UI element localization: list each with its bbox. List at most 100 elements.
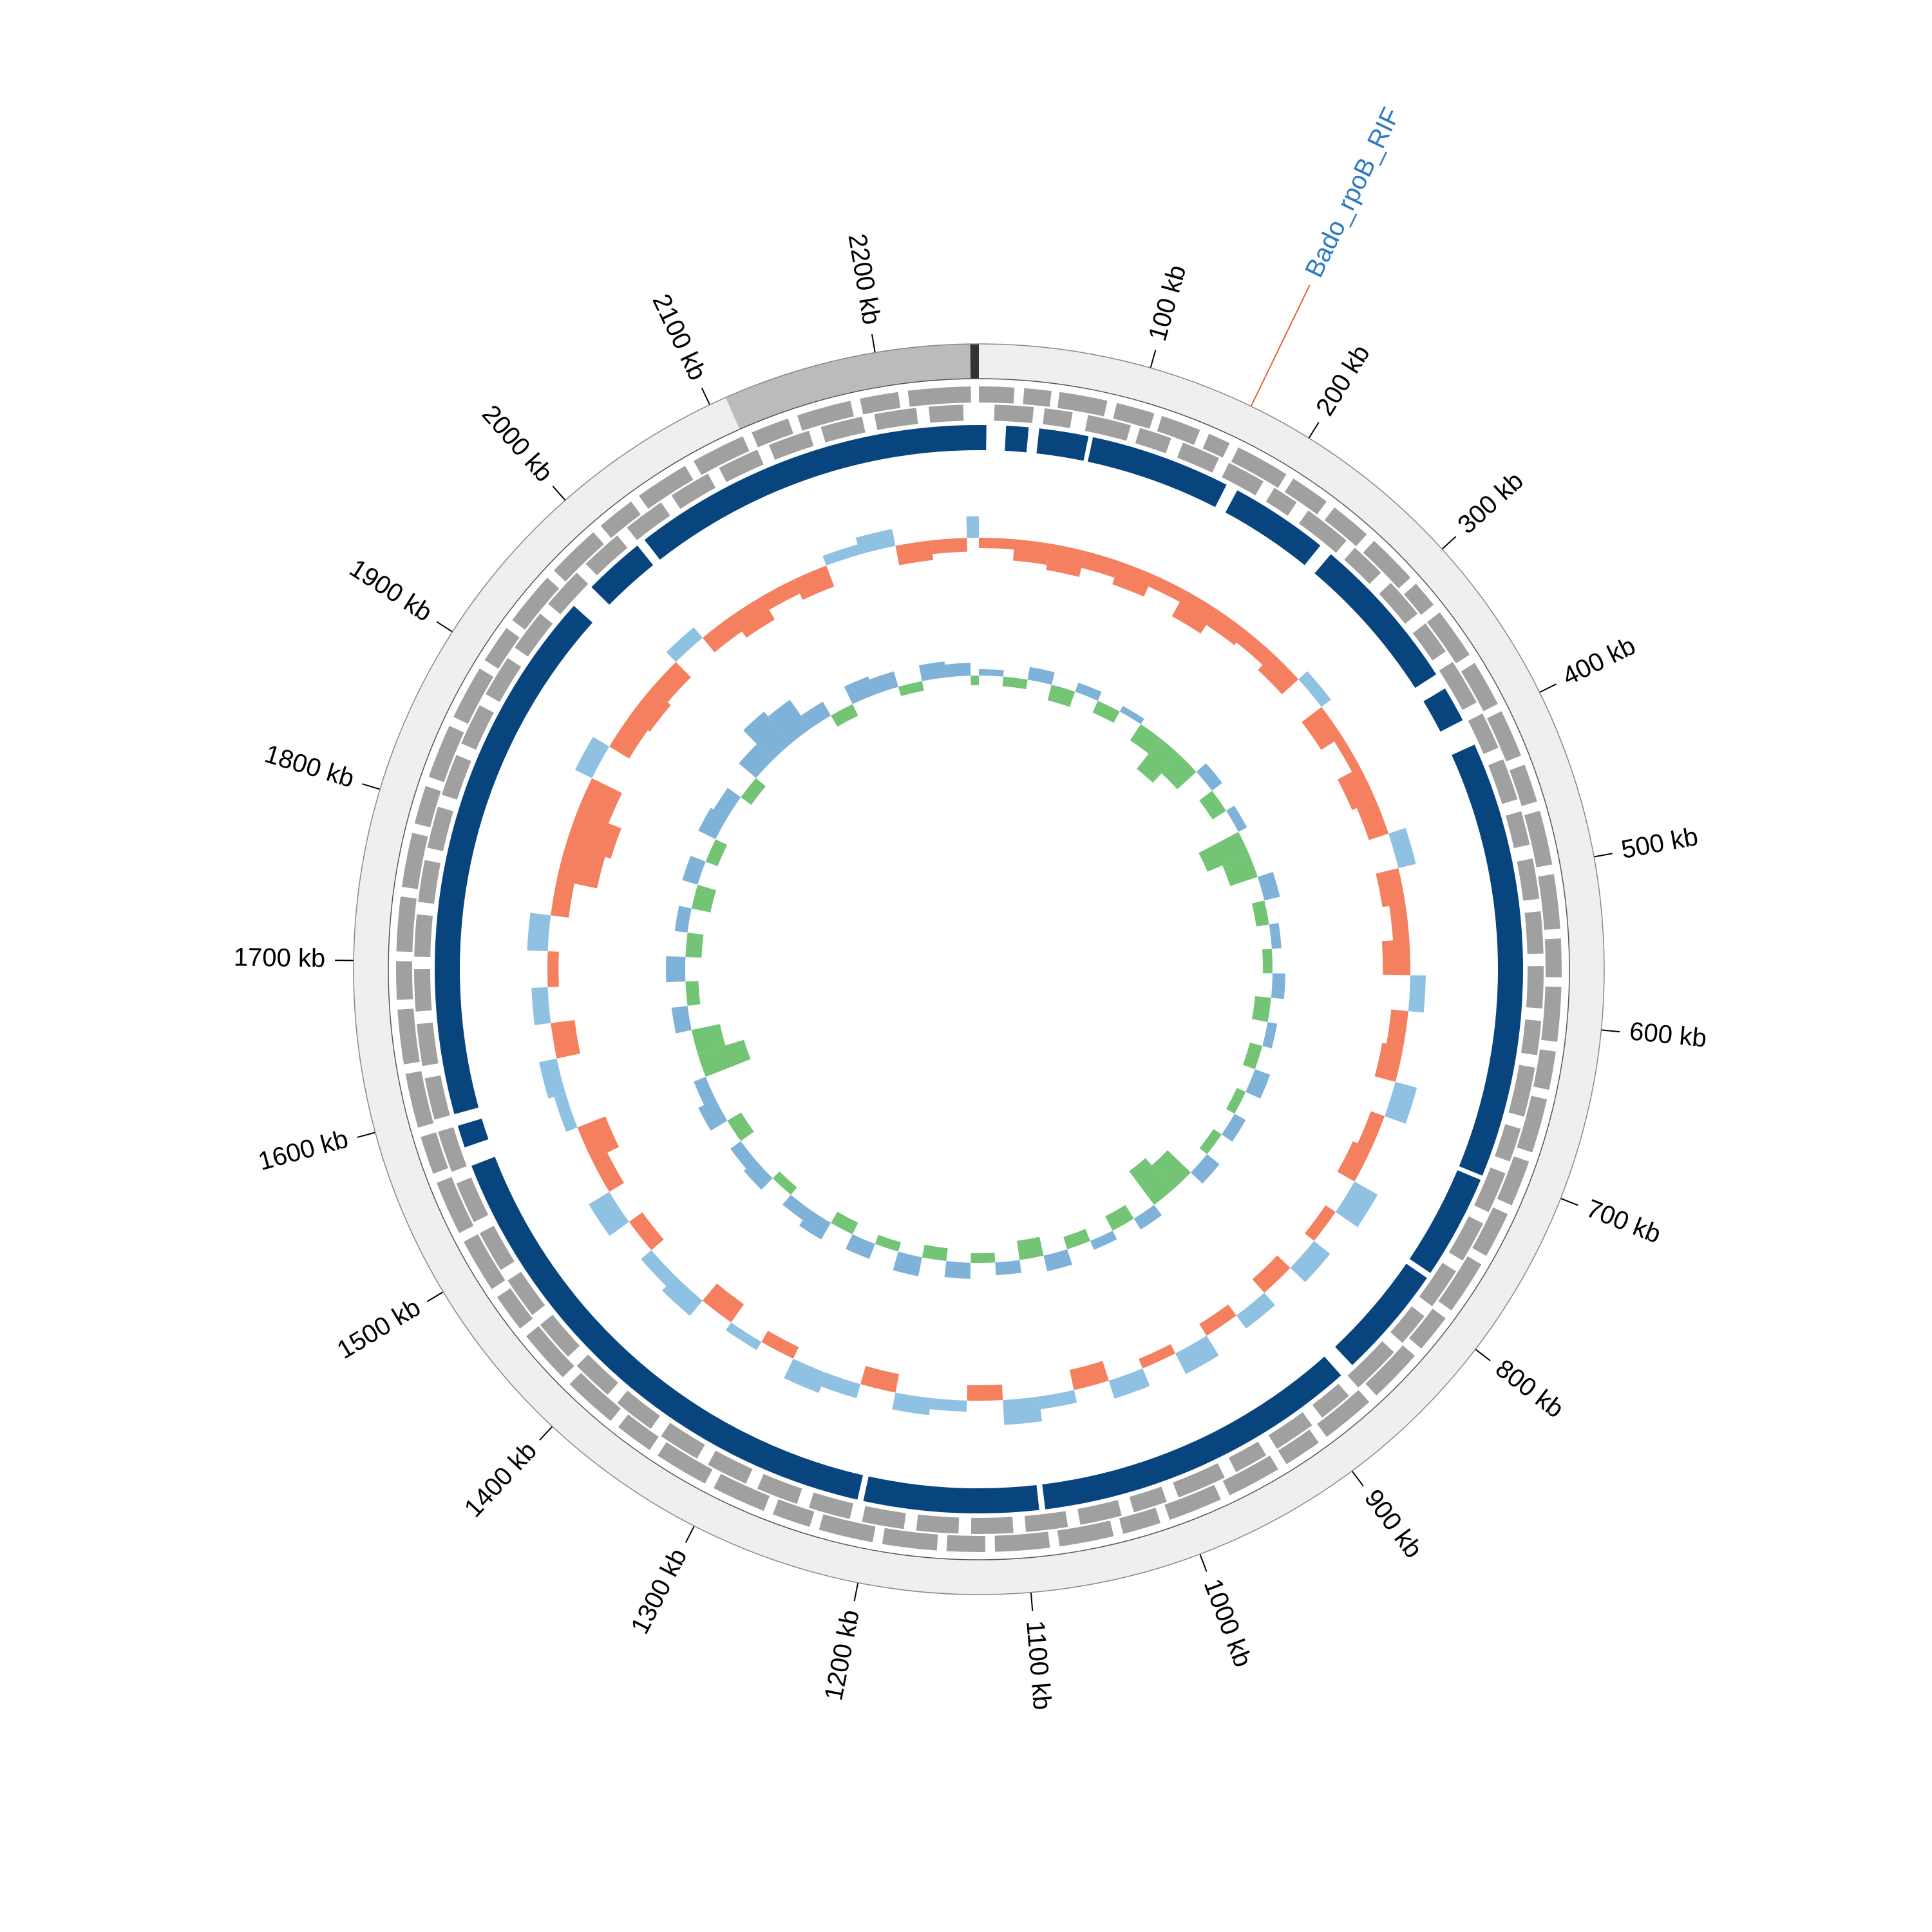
- gc-content-bar: [1081, 551, 1121, 578]
- gene: [1426, 612, 1470, 664]
- gc-skew-bar: [694, 1077, 716, 1105]
- tick-label: 2100 kb: [647, 290, 712, 384]
- gene: [658, 1442, 713, 1484]
- gc-content-bar: [761, 1331, 799, 1359]
- gc-skew-bar: [1027, 667, 1055, 685]
- gc-content-bar: [1290, 1240, 1331, 1282]
- gene: [1474, 1167, 1506, 1213]
- gc-content-bar: [539, 1058, 566, 1099]
- gc-content-bar: [641, 1250, 676, 1287]
- gc-content-bar: [1003, 1396, 1043, 1425]
- gc-content-bar: [1388, 828, 1416, 869]
- tick-mark: [1560, 1198, 1578, 1206]
- gene: [1419, 1262, 1456, 1307]
- gc-content-bar: [662, 1276, 703, 1316]
- gene: [421, 1132, 448, 1174]
- gc-skew-bar: [741, 778, 766, 805]
- gc-skew-bar: [1105, 1205, 1134, 1231]
- gene: [1541, 986, 1562, 1042]
- gc-content-bar: [931, 538, 967, 554]
- gc-content-bar: [1139, 1344, 1176, 1368]
- gc-skew-bar: [1269, 923, 1282, 949]
- gc-content-bar: [967, 1385, 1003, 1401]
- gc-skew-bar: [768, 699, 811, 744]
- gene: [1135, 428, 1171, 453]
- gene: [819, 1514, 876, 1542]
- tick-mark: [539, 1426, 553, 1441]
- gc-content-bar: [565, 811, 621, 859]
- gene: [428, 725, 464, 782]
- gene: [441, 755, 471, 800]
- gene: [708, 1450, 753, 1484]
- gc-skew-bar: [1133, 1204, 1162, 1230]
- blast-segment: [1005, 426, 1029, 453]
- gc-skew-bar: [831, 1211, 858, 1235]
- gc-content-bar: [1334, 736, 1361, 772]
- gc-content-bar: [1038, 1390, 1077, 1410]
- gc-skew-bar: [691, 1024, 726, 1054]
- gc-content-bar: [1148, 574, 1186, 602]
- gc-skew-bar: [875, 1235, 901, 1252]
- gene: [1231, 447, 1287, 488]
- gc-skew-bar: [971, 1253, 996, 1263]
- gene: [929, 404, 964, 423]
- gc-skew-bar: [697, 1039, 751, 1077]
- gene: [1472, 1207, 1508, 1256]
- gc-content-bar: [1199, 1304, 1236, 1336]
- gc-skew-bar: [1090, 1231, 1117, 1250]
- gene: [1544, 938, 1562, 978]
- gc-content-bar: [1384, 1081, 1417, 1124]
- gc-skew-bar: [846, 1234, 875, 1259]
- gc-skew-bar: [1242, 1042, 1263, 1070]
- tick-mark: [362, 783, 381, 790]
- tick-mark: [1539, 683, 1557, 693]
- tick-mark: [1475, 1349, 1491, 1361]
- gc-content-bar: [1376, 868, 1406, 907]
- gene: [1403, 583, 1434, 615]
- gene: [1157, 415, 1200, 445]
- gc-content-bar: [1386, 1009, 1408, 1047]
- gc-skew-bar: [727, 1112, 754, 1142]
- gene: [1390, 1306, 1425, 1343]
- gene: [417, 1022, 439, 1066]
- gc-content-bar: [551, 1019, 581, 1059]
- gc-skew-bar: [1251, 996, 1271, 1022]
- gc-skew-bar: [1222, 854, 1258, 886]
- tick-label: 1800 kb: [261, 740, 357, 793]
- gene: [1487, 711, 1522, 762]
- gc-content-bar: [1252, 1255, 1291, 1293]
- gene: [1222, 1455, 1278, 1495]
- gc-content-bar: [592, 1152, 624, 1192]
- gene: [1505, 811, 1530, 849]
- gene: [714, 1473, 770, 1511]
- gc-content-bar: [702, 616, 743, 652]
- gc-skew-bar: [1198, 831, 1249, 872]
- gene: [507, 1271, 545, 1315]
- gene: [1129, 1486, 1167, 1513]
- gc-skew-bar: [1047, 685, 1075, 707]
- gene: [907, 386, 971, 407]
- gene: [1324, 507, 1367, 547]
- gc-content-bar: [702, 1283, 744, 1323]
- gc-content-bar: [1337, 1141, 1371, 1182]
- gc-content-bar: [556, 845, 605, 889]
- gene: [862, 1506, 906, 1530]
- gene: [1510, 764, 1537, 806]
- gc-content-bar: [1236, 630, 1274, 665]
- gc-skew-bar: [1129, 1158, 1173, 1205]
- gc-content-bar: [531, 987, 551, 1025]
- gc-skew-bar: [945, 663, 971, 677]
- gene: [1344, 547, 1381, 584]
- gc-skew-bar: [1262, 949, 1273, 974]
- gc-content-bar: [966, 516, 979, 538]
- blast-segment: [471, 1157, 864, 1500]
- tick-label: 300 kb: [1452, 466, 1529, 539]
- gc-skew-bar: [1151, 1150, 1191, 1189]
- gene: [479, 1226, 515, 1271]
- gene: [512, 577, 560, 630]
- gc-skew-bar: [685, 981, 701, 1006]
- gene: [994, 1531, 1050, 1552]
- tick-label: 900 kb: [1359, 1484, 1428, 1564]
- gc-content-bar: [551, 880, 574, 918]
- gene: [402, 833, 428, 889]
